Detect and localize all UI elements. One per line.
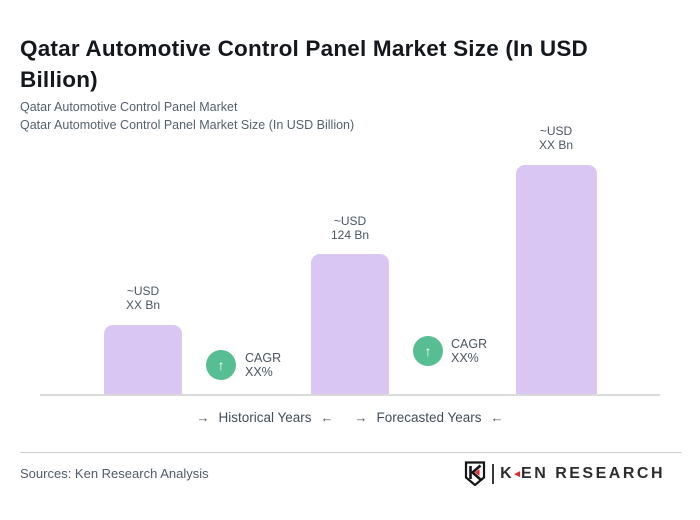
ken-research-wordmark: K◄EN RESEARCH	[500, 465, 665, 483]
cagr2-line1: CAGR	[451, 337, 488, 351]
bar-forecast	[516, 165, 597, 394]
up-arrow-glyph: ↑	[424, 343, 432, 359]
right-arrow-icon: →	[354, 410, 368, 425]
bar1-label-line2: XX Bn	[125, 298, 161, 312]
page-title: Qatar Automotive Control Panel Market Si…	[20, 33, 688, 95]
cagr-label-2: CAGR XX%	[451, 337, 487, 365]
left-arrow-icon: ←	[320, 410, 334, 425]
historical-years-label: → Historical Years ←	[196, 410, 333, 425]
wordmark-k: K	[500, 464, 515, 482]
logo-separator	[492, 463, 495, 484]
bar-value-label-forecast: ~USD XX Bn	[486, 124, 626, 152]
bar2-label-line1: ~USD	[333, 214, 367, 228]
wordmark-rest: EN RESEARCH	[521, 464, 665, 482]
ken-research-shield-icon	[464, 461, 486, 486]
chart-subtitle: Qatar Automotive Control Panel Market Qa…	[20, 98, 354, 134]
bar1-label-line1: ~USD	[126, 284, 160, 298]
cagr-up-arrow-icon: ↑	[206, 350, 236, 380]
forecasted-years-text: Forecasted Years	[376, 410, 482, 425]
cagr1-line1: CAGR	[245, 351, 282, 365]
cagr1-line2: XX%	[245, 365, 273, 379]
bar3-label-line2: XX Bn	[538, 138, 574, 152]
bar2-label-line2: 124 Bn	[330, 228, 370, 242]
cagr-label-1: CAGR XX%	[245, 351, 281, 379]
forecasted-years-label: → Forecasted Years ←	[354, 410, 503, 425]
chart-subtitle-line1: Qatar Automotive Control Panel Market	[20, 100, 238, 114]
chart-subtitle-line2: Qatar Automotive Control Panel Market Si…	[20, 118, 355, 132]
bar-base-year	[311, 254, 389, 394]
page-title-line1: Qatar Automotive Control Panel Market Si…	[20, 36, 589, 62]
ken-research-logo: K◄EN RESEARCH	[464, 461, 665, 486]
page-title-line2: Billion)	[20, 67, 98, 93]
bar-value-label-base: ~USD 124 Bn	[280, 214, 420, 242]
left-arrow-icon: ←	[490, 410, 504, 425]
cagr2-line2: XX%	[451, 351, 479, 365]
right-arrow-icon: →	[196, 410, 210, 425]
bar-historical	[104, 325, 182, 394]
footer-divider	[20, 452, 682, 453]
up-arrow-glyph: ↑	[217, 357, 225, 373]
wordmark-red-triangle-icon: ◄	[512, 468, 523, 480]
historical-years-text: Historical Years	[218, 410, 312, 425]
bar3-label-line1: ~USD	[539, 124, 573, 138]
cagr-up-arrow-icon: ↑	[413, 336, 443, 366]
sources-text: Sources: Ken Research Analysis	[20, 466, 209, 481]
bar-value-label-historical: ~USD XX Bn	[73, 284, 213, 312]
x-axis-line	[40, 394, 660, 396]
